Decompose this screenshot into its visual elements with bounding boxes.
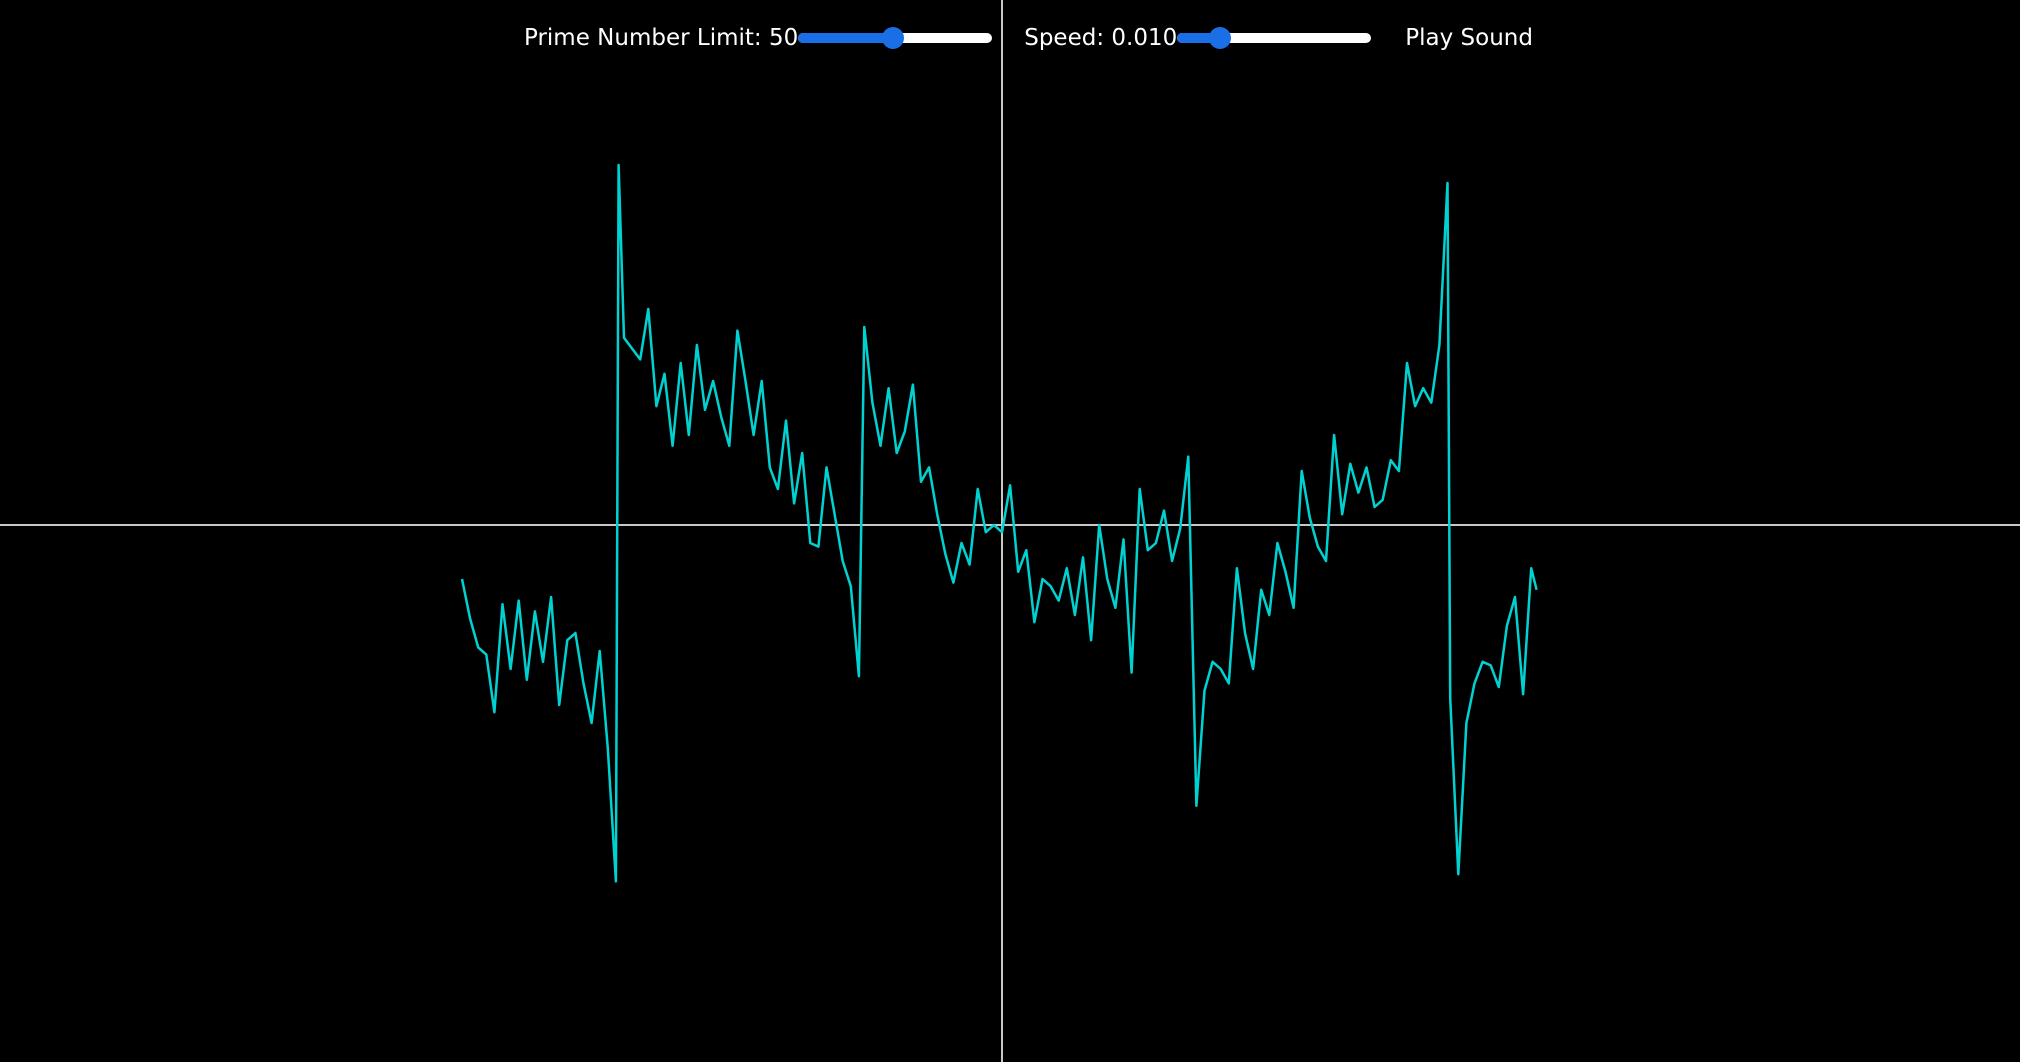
speed-label: Speed: 0.010 bbox=[1024, 25, 1178, 51]
slider-thumb[interactable] bbox=[882, 27, 905, 49]
slider-thumb[interactable] bbox=[1208, 27, 1231, 49]
prime-waveform-line bbox=[460, 163, 1538, 883]
slider-fill bbox=[798, 33, 894, 43]
play-sound-button[interactable]: Play Sound bbox=[1405, 18, 1533, 58]
prime-limit-control: Prime Number Limit: 50 bbox=[524, 18, 993, 58]
speed-slider[interactable] bbox=[1177, 18, 1372, 58]
slider-fill bbox=[1177, 33, 1220, 43]
prime-limit-label: Prime Number Limit: 50 bbox=[524, 25, 799, 51]
controls-bar: Prime Number Limit: 50 Speed: 0.010 Play… bbox=[524, 18, 1533, 58]
prime-limit-slider[interactable] bbox=[798, 18, 993, 58]
slider-track bbox=[1177, 33, 1372, 43]
speed-control: Speed: 0.010 bbox=[1024, 18, 1372, 58]
